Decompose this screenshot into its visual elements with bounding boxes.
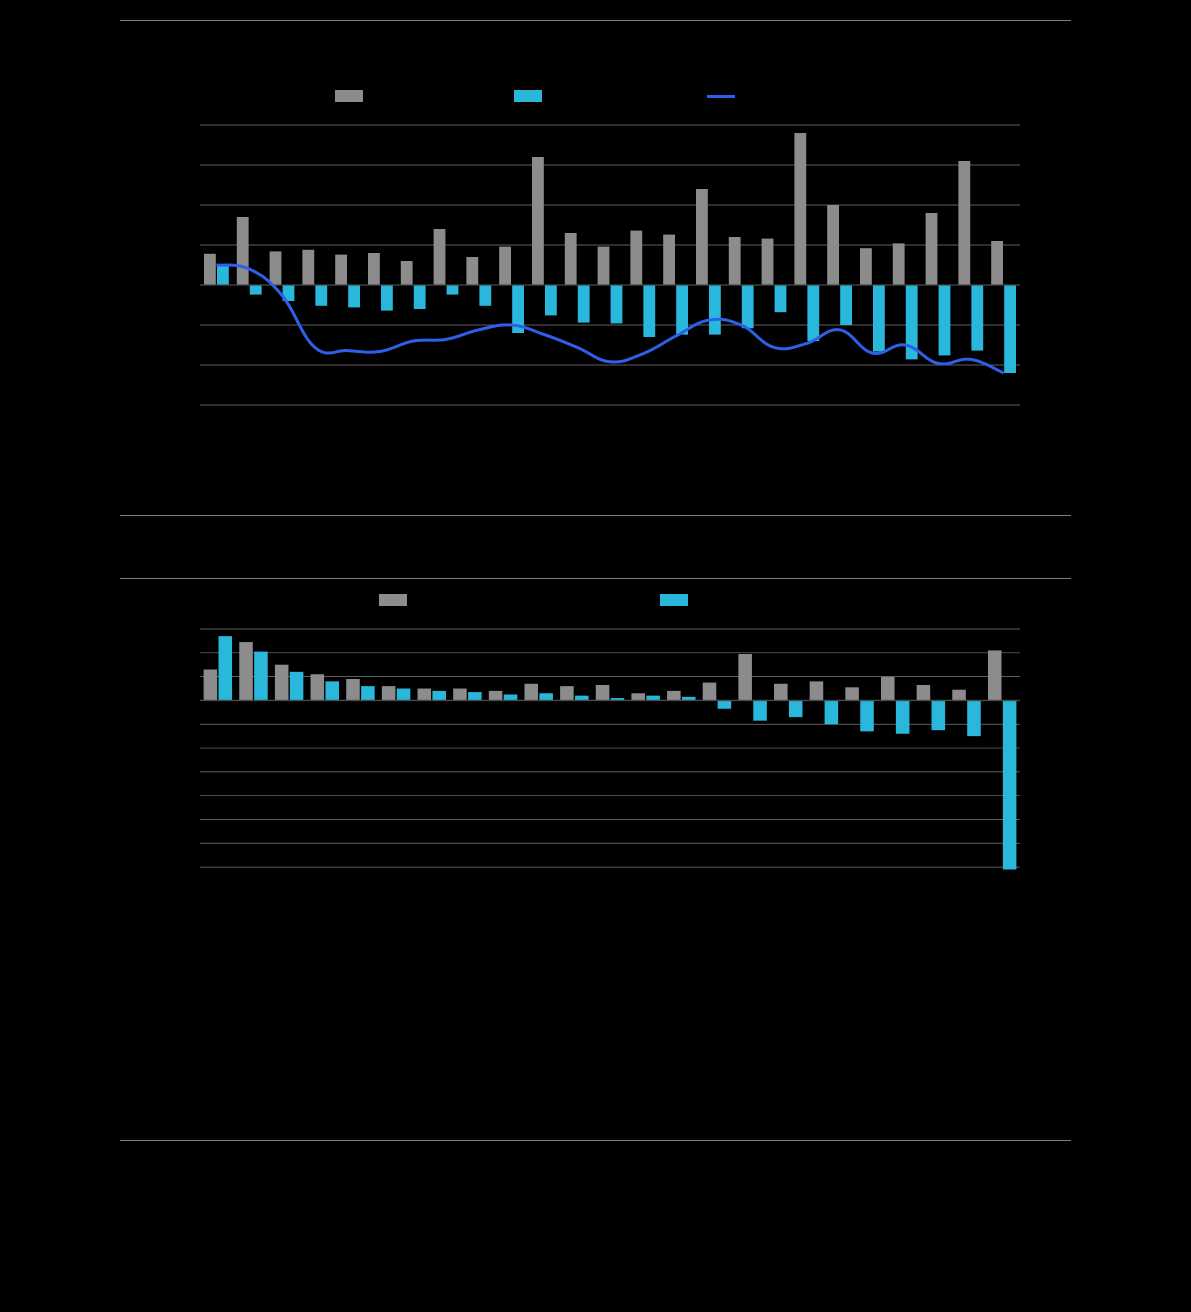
- legend-label: Trade Balance: [371, 87, 474, 105]
- svg-text:Mar-97: Mar-97: [454, 893, 470, 938]
- legend-label: One year ahead CPI inflation: [415, 591, 620, 609]
- svg-text:96Q4: 96Q4: [551, 411, 580, 449]
- svg-text:Jun-98: Jun-98: [633, 893, 649, 936]
- svg-text:500: 500: [165, 237, 190, 254]
- figure-2-chart: -14-12-10-8-6-4-2024624Jun-95Sep-95Dec-9…: [120, 619, 1040, 1039]
- figure-2-subtitle: Hungary: CPI inflation rates (%), June 1…: [120, 550, 1071, 570]
- legend-swatch: [707, 95, 735, 98]
- svg-text:Jun-97: Jun-97: [490, 893, 506, 936]
- svg-text:Jun-00: Jun-00: [918, 893, 934, 936]
- svg-text:95Q3: 95Q3: [387, 411, 416, 449]
- svg-text:99Q1: 99Q1: [846, 411, 875, 449]
- legend-item: Current account: [707, 87, 857, 105]
- svg-text:-12: -12: [168, 835, 190, 852]
- svg-text:-10: -10: [168, 811, 190, 828]
- svg-text:94Q1: 94Q1: [190, 411, 219, 449]
- svg-text:Jun-99: Jun-99: [775, 893, 791, 936]
- figure-2-footnotes: Note: Monthly inflation - over same mont…: [120, 1057, 1071, 1122]
- svg-text:99Q2: 99Q2: [879, 411, 908, 449]
- svg-text:95Q4: 95Q4: [420, 411, 449, 449]
- svg-text:98Q2: 98Q2: [748, 411, 777, 449]
- figure-2-rule-mid: [120, 578, 1071, 579]
- svg-text:Mar-98: Mar-98: [597, 893, 613, 938]
- svg-text:Dec-95: Dec-95: [276, 893, 292, 938]
- legend-item: One year ahead CPI inflation: [379, 591, 620, 609]
- legend-label: Net capital flows: [550, 87, 667, 105]
- svg-text:Mar-96: Mar-96: [312, 893, 328, 938]
- figure-1-chart: -1500 -1000 -500 0 500 1000 1500 2000 USD millio…: [120, 115, 1040, 475]
- figure-2: Figure 2 Hungary: CPI inflation rates (%…: [60, 515, 1131, 1141]
- svg-text:94Q2: 94Q2: [223, 411, 252, 449]
- svg-text:96Q1: 96Q1: [453, 411, 482, 449]
- svg-text:4: 4: [182, 645, 190, 662]
- svg-text:-1000: -1000: [152, 357, 190, 374]
- figure-1-title: Figure 1: [120, 21, 1071, 53]
- legend-label: Current account: [743, 87, 857, 105]
- figure-2-rule-bottom: [120, 1140, 1071, 1141]
- svg-text:95Q1: 95Q1: [321, 411, 350, 449]
- svg-text:Mar-00: Mar-00: [882, 893, 898, 938]
- svg-text:1500: 1500: [157, 157, 190, 174]
- svg-text:99Q4: 99Q4: [945, 411, 974, 449]
- svg-text:Dec-97: Dec-97: [561, 893, 577, 938]
- svg-text:-6: -6: [177, 764, 190, 781]
- svg-text:Dec-99: Dec-99: [847, 893, 863, 938]
- svg-text:USD millions: USD millions: [127, 222, 144, 308]
- svg-text:96Q2: 96Q2: [485, 411, 514, 449]
- svg-text:94Q4: 94Q4: [289, 411, 318, 449]
- legend-swatch: [335, 90, 363, 102]
- svg-text:98Q4: 98Q4: [813, 411, 842, 449]
- legend-swatch: [514, 90, 542, 102]
- figure-2-footnote-1: Note: Monthly inflation - over same mont…: [120, 1057, 1071, 1099]
- svg-text:Mar-99: Mar-99: [740, 893, 756, 938]
- figure-2-title: Figure 2: [120, 516, 1071, 548]
- svg-text:97Q3: 97Q3: [649, 411, 678, 449]
- svg-text:-4: -4: [177, 740, 190, 757]
- svg-text:2000: 2000: [157, 117, 190, 134]
- figure-1-legend: Trade Balance Net capital flows Current ac…: [120, 87, 1071, 105]
- figure-2-footnote-2: Source: National Bank of Hungary and Reu…: [120, 1101, 1071, 1122]
- svg-text:94Q3: 94Q3: [256, 411, 285, 449]
- svg-text:-1500: -1500: [152, 397, 190, 414]
- svg-text:Sep-96: Sep-96: [383, 893, 399, 938]
- legend-label: Monthly inflation: [696, 591, 812, 609]
- figure-1-subtitle: Hungary: External balances, 1994:Q1-2000…: [120, 55, 1071, 75]
- legend-swatch: [379, 594, 407, 606]
- svg-text:98Q1: 98Q1: [715, 411, 744, 449]
- svg-text:0: 0: [182, 692, 190, 709]
- figure-1: Figure 1 Hungary: External balances, 199…: [60, 20, 1131, 475]
- svg-text:Sep-00: Sep-00: [954, 893, 970, 938]
- svg-text:95Q2: 95Q2: [354, 411, 383, 449]
- svg-text:99Q3: 99Q3: [912, 411, 941, 449]
- svg-text:Dec-00: Dec-00: [989, 893, 1005, 938]
- svg-text:2: 2: [182, 669, 190, 686]
- svg-text:97Q4: 97Q4: [682, 411, 711, 449]
- svg-text:1000: 1000: [157, 197, 190, 214]
- svg-text:00Q1: 00Q1: [977, 411, 1006, 449]
- svg-text:Dec-96: Dec-96: [419, 893, 435, 938]
- svg-text:96Q3: 96Q3: [518, 411, 547, 449]
- svg-text:-500: -500: [160, 317, 190, 334]
- svg-text:-2: -2: [177, 716, 190, 733]
- svg-text:Jun-95: Jun-95: [205, 893, 221, 936]
- svg-text:Sep-95: Sep-95: [240, 893, 256, 938]
- legend-item: Trade Balance: [335, 87, 474, 105]
- svg-text:Sep-97: Sep-97: [526, 893, 542, 938]
- svg-text:98Q3: 98Q3: [781, 411, 810, 449]
- svg-text:Sep-99: Sep-99: [811, 893, 827, 938]
- figure-2-legend: One year ahead CPI inflation Monthly infl…: [120, 591, 1071, 609]
- svg-text:97Q1: 97Q1: [584, 411, 613, 449]
- svg-text:Sep-98: Sep-98: [668, 893, 684, 938]
- svg-text:97Q2: 97Q2: [617, 411, 646, 449]
- svg-text:6: 6: [182, 621, 190, 638]
- legend-swatch: [660, 594, 688, 606]
- svg-text:-8: -8: [177, 788, 190, 805]
- svg-text:Jun-96: Jun-96: [347, 893, 363, 936]
- svg-text:0: 0: [182, 277, 190, 294]
- svg-text:-14: -14: [168, 859, 190, 876]
- legend-item: Net capital flows: [514, 87, 667, 105]
- svg-text:Dec-98: Dec-98: [704, 893, 720, 938]
- legend-item: Monthly inflation: [660, 591, 812, 609]
